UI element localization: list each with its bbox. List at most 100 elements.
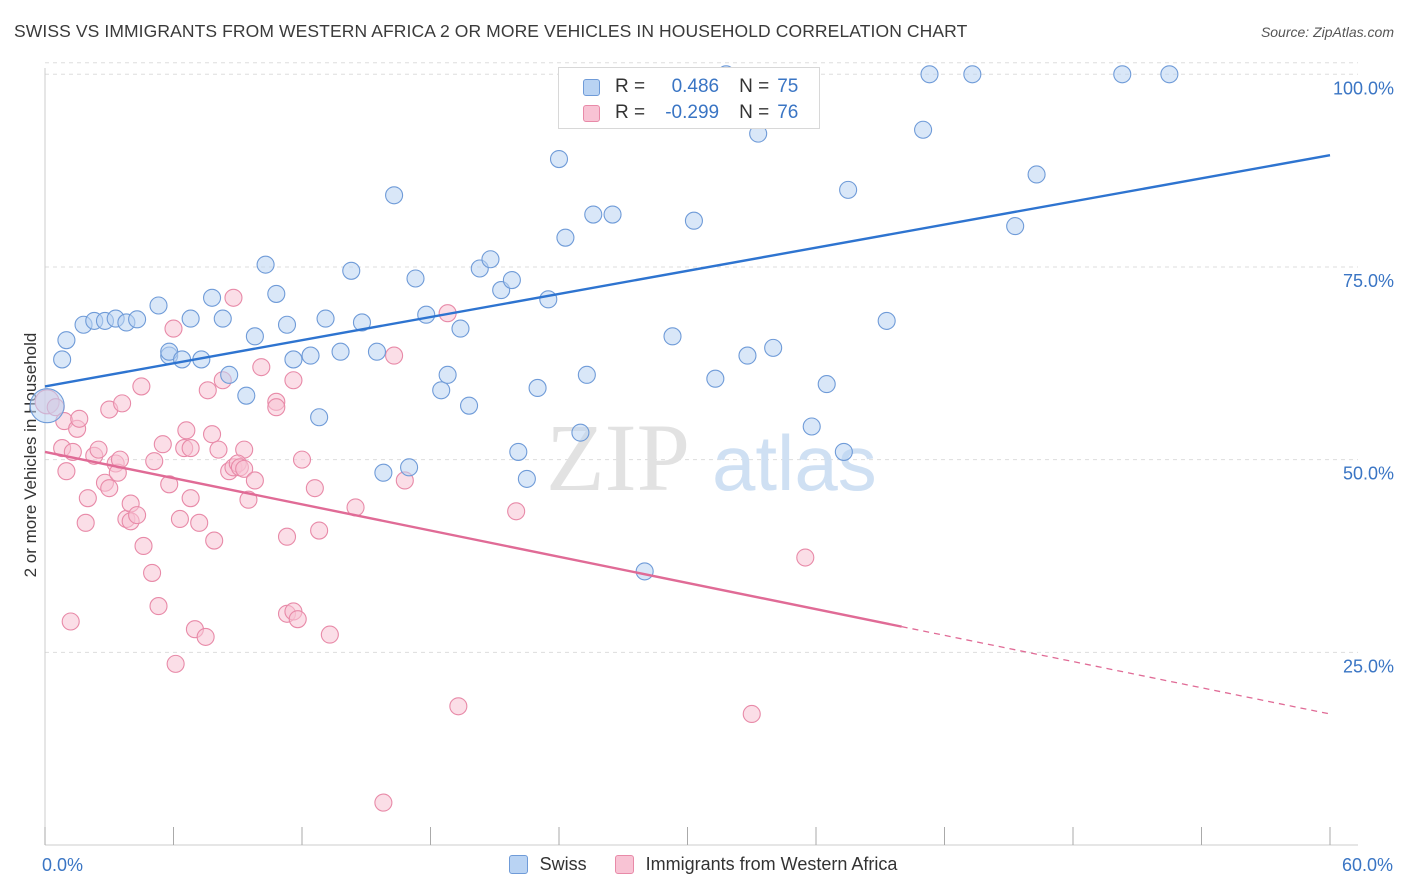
legend-swatch-swiss (583, 78, 600, 96)
watermark-atlas: atlas (712, 419, 877, 507)
swiss-point (385, 186, 404, 205)
swiss-point (57, 331, 76, 350)
x-tick-label: 60.0% (1342, 855, 1393, 875)
swiss-point (301, 346, 320, 365)
swiss-point (963, 65, 982, 84)
waf-point (277, 527, 297, 546)
swiss-point (173, 350, 192, 369)
waf-point (203, 425, 222, 444)
waf-point (190, 513, 209, 532)
waf-point (305, 479, 324, 498)
waf-point (170, 509, 189, 529)
swiss-point (802, 417, 821, 436)
waf-point (284, 371, 303, 390)
swiss-swatch-icon (508, 854, 528, 874)
legend-n-label: N = (739, 102, 770, 123)
swiss-point (877, 311, 896, 330)
y-tick-label: 100.0% (1333, 78, 1394, 98)
waf-point (113, 394, 132, 413)
swiss-point (29, 388, 65, 424)
swiss-point (528, 378, 547, 398)
waf-point (449, 697, 468, 716)
waf-point (292, 450, 312, 469)
swiss-point (834, 442, 853, 461)
series-legend-waf[interactable]: Immigrants from Western Africa (614, 853, 898, 875)
swiss-point (1006, 217, 1025, 236)
waf-point (181, 439, 200, 458)
waf-point (245, 471, 264, 490)
waf-point (166, 654, 185, 673)
swiss-point (764, 338, 783, 357)
waf-point (61, 612, 80, 631)
swiss-point (256, 255, 275, 274)
waf-point (252, 358, 271, 377)
swiss-point (432, 381, 451, 400)
swiss-point (203, 288, 222, 307)
swiss-point (914, 120, 933, 139)
swiss-point (181, 309, 200, 328)
waf-point (145, 452, 164, 471)
legend-r-label: R = (615, 76, 646, 97)
swiss-point (245, 327, 264, 346)
swiss-point (684, 211, 703, 230)
legend-row-waf: R = -0.299 N = 76 (583, 100, 798, 126)
waf-point (310, 521, 329, 540)
y-tick-label: 75.0% (1343, 271, 1394, 291)
waf-point (196, 627, 215, 646)
swiss-point (277, 315, 297, 334)
waf-point (177, 421, 196, 440)
swiss-point (237, 386, 256, 405)
series-legend-waf-label: Immigrants from Western Africa (645, 853, 898, 874)
swiss-point (663, 327, 682, 346)
swiss-point (451, 319, 470, 338)
waf-point (288, 610, 307, 629)
swiss-point (920, 65, 939, 84)
waf-point (507, 502, 526, 521)
swiss-point (539, 290, 558, 309)
waf-point (164, 319, 183, 338)
swiss-point (817, 375, 836, 394)
swiss-point (342, 261, 361, 280)
swiss-point (584, 205, 603, 224)
y-tick-label: 50.0% (1343, 464, 1394, 484)
waf-point (128, 506, 147, 525)
watermark-zip: ZIP (546, 404, 690, 511)
swiss-point (438, 365, 457, 384)
swiss-point (839, 180, 858, 199)
legend-n-value: 75 (777, 76, 799, 97)
series-legend-swiss[interactable]: Swiss (508, 854, 587, 875)
watermark: ZIP atlas (546, 404, 877, 511)
waf-point (143, 563, 162, 582)
swiss-point (331, 342, 350, 361)
grid-lines (45, 62, 1358, 653)
swiss-point (1027, 165, 1046, 184)
waf-point (320, 625, 339, 644)
waf-trend-line (44, 450, 902, 628)
waf-point (89, 440, 108, 459)
waf-point (153, 435, 172, 454)
swiss-points (29, 65, 1179, 581)
waf-point (385, 346, 404, 365)
legend-swatch-waf (583, 104, 600, 122)
waf-point (374, 793, 393, 812)
axes (44, 68, 1358, 846)
waf-point (78, 489, 97, 508)
waf-point (132, 377, 151, 396)
swiss-point (367, 342, 387, 361)
waf-trend-line-extension (901, 625, 1331, 715)
waf-point (198, 381, 217, 400)
swiss-point (406, 269, 425, 288)
swiss-point (374, 463, 393, 482)
x-tick-label: 0.0% (42, 855, 83, 875)
swiss-point (706, 369, 725, 388)
swiss-point (213, 309, 232, 328)
waf-point (209, 440, 228, 459)
swiss-point (284, 350, 303, 369)
series-legend: Swiss Immigrants from Western Africa (0, 850, 1406, 878)
swiss-point (149, 296, 168, 315)
waf-point (149, 597, 168, 616)
swiss-point (481, 250, 500, 269)
trend-lines (44, 154, 1331, 715)
y-tick-label: 25.0% (1343, 656, 1394, 676)
waf-point (205, 531, 224, 550)
